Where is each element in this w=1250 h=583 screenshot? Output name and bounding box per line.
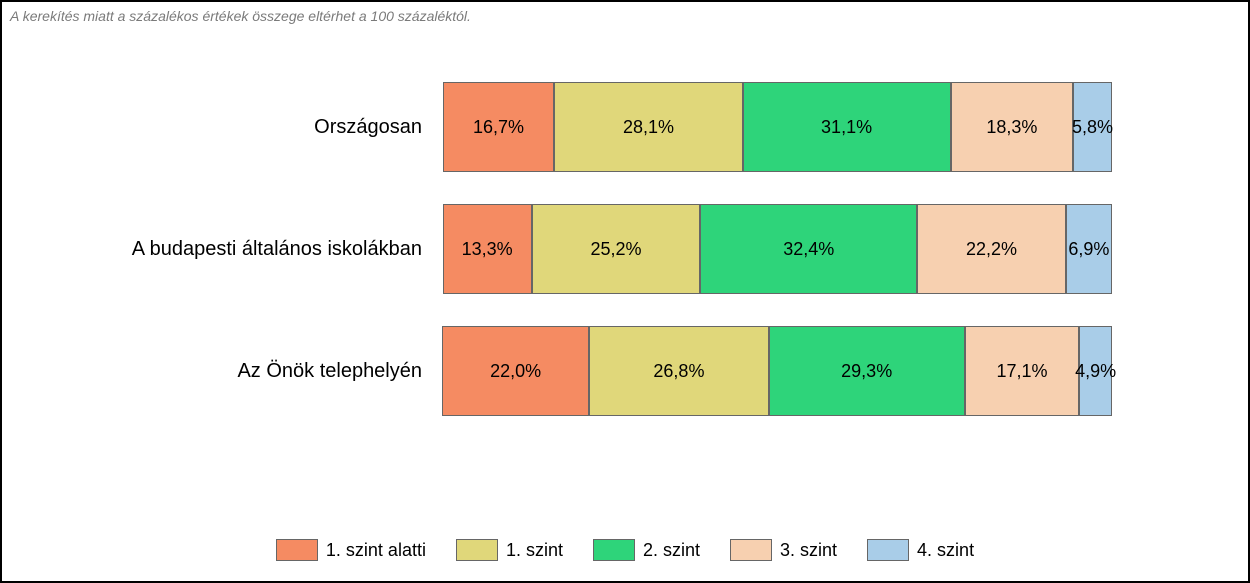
bar-segment: 31,1% — [743, 82, 951, 172]
bar-segment: 32,4% — [700, 204, 917, 294]
bar-segment: 17,1% — [965, 326, 1079, 416]
bar-row: A budapesti általános iskolákban 13,3% 25… — [2, 204, 1248, 294]
legend-swatch — [867, 539, 909, 561]
bar-segment: 22,0% — [442, 326, 589, 416]
legend-item: 1. szint — [456, 539, 563, 561]
segment-value: 22,0% — [490, 361, 541, 382]
category-label: Országosan — [2, 116, 442, 139]
bar-segment: 18,3% — [951, 82, 1073, 172]
rounding-note: A kerekítés miatt a százalékos értékek ö… — [10, 8, 471, 24]
segment-value: 16,7% — [473, 117, 524, 138]
legend-label: 3. szint — [780, 540, 837, 561]
segment-value: 5,8% — [1072, 117, 1113, 138]
bar-segment: 16,7% — [443, 82, 555, 172]
legend-swatch — [593, 539, 635, 561]
bar-segment: 13,3% — [443, 204, 532, 294]
segment-value: 22,2% — [966, 239, 1017, 260]
segment-value: 26,8% — [653, 361, 704, 382]
segment-value: 28,1% — [623, 117, 674, 138]
stacked-bar: 13,3% 25,2% 32,4% 22,2% 6,9% — [443, 204, 1112, 294]
segment-value: 13,3% — [462, 239, 513, 260]
bar-segment: 22,2% — [917, 204, 1066, 294]
legend-label: 2. szint — [643, 540, 700, 561]
stacked-bar: 16,7% 28,1% 31,1% 18,3% 5,8% — [443, 82, 1112, 172]
legend-swatch — [730, 539, 772, 561]
bar-segment: 6,9% — [1066, 204, 1112, 294]
legend-item: 2. szint — [593, 539, 700, 561]
legend: 1. szint alatti 1. szint 2. szint 3. szi… — [2, 539, 1248, 561]
bar-segment: 5,8% — [1073, 82, 1112, 172]
segment-value: 31,1% — [821, 117, 872, 138]
bars-area: Országosan 16,7% 28,1% 31,1% 18,3% 5,8% A bu… — [2, 82, 1248, 448]
segment-value: 18,3% — [986, 117, 1037, 138]
bar-row: Országosan 16,7% 28,1% 31,1% 18,3% 5,8% — [2, 82, 1248, 172]
legend-item: 1. szint alatti — [276, 539, 426, 561]
segment-value: 32,4% — [783, 239, 834, 260]
legend-item: 3. szint — [730, 539, 837, 561]
category-label: Az Önök telephelyén — [2, 360, 442, 383]
category-label: A budapesti általános iskolákban — [2, 238, 442, 261]
segment-value: 4,9% — [1075, 361, 1116, 382]
legend-label: 1. szint alatti — [326, 540, 426, 561]
stacked-bar: 22,0% 26,8% 29,3% 17,1% 4,9% — [442, 326, 1112, 416]
chart-container: A kerekítés miatt a százalékos értékek ö… — [0, 0, 1250, 583]
segment-value: 29,3% — [841, 361, 892, 382]
bar-segment: 25,2% — [532, 204, 701, 294]
bar-segment: 4,9% — [1079, 326, 1112, 416]
bar-row: Az Önök telephelyén 22,0% 26,8% 29,3% 17,1%… — [2, 326, 1248, 416]
segment-value: 25,2% — [590, 239, 641, 260]
legend-label: 4. szint — [917, 540, 974, 561]
bar-segment: 28,1% — [554, 82, 742, 172]
segment-value: 17,1% — [996, 361, 1047, 382]
bar-segment: 26,8% — [589, 326, 768, 416]
legend-swatch — [276, 539, 318, 561]
legend-swatch — [456, 539, 498, 561]
legend-label: 1. szint — [506, 540, 563, 561]
bar-segment: 29,3% — [769, 326, 965, 416]
segment-value: 6,9% — [1068, 239, 1109, 260]
legend-item: 4. szint — [867, 539, 974, 561]
